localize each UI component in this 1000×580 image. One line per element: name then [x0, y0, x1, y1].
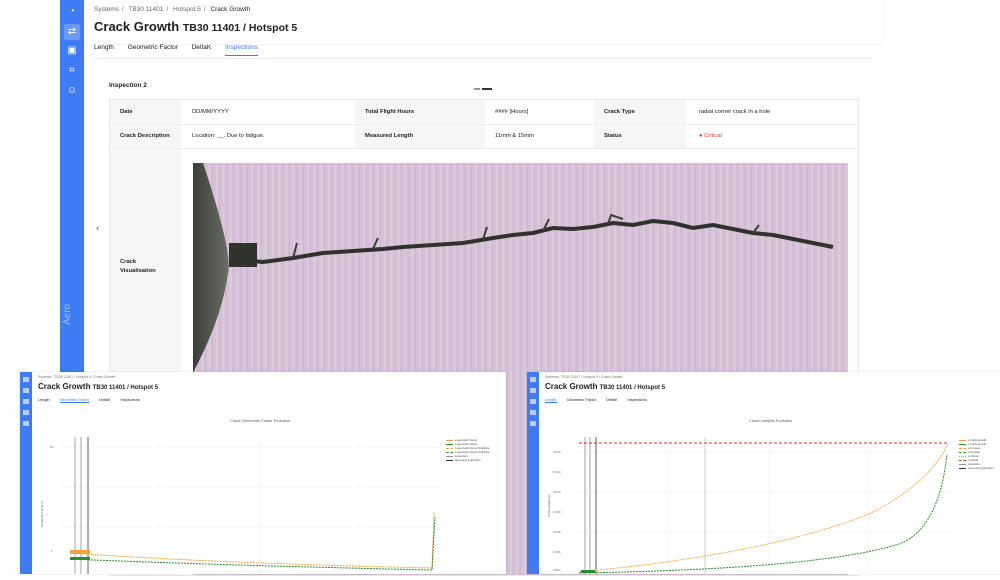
- tab-inspections[interactable]: Inspections: [225, 44, 258, 56]
- breadcrumb: Systems / TB30 11401 / Hotspot 5 / Crack…: [545, 375, 623, 379]
- tab-deltak[interactable]: DeltaK: [606, 398, 618, 402]
- tab-bar: Length Geometric Factor DeltaK Inspectio…: [94, 44, 270, 56]
- breadcrumb: Systems / TB30 11401/ Hotspot 5/ Crack Gr…: [94, 6, 251, 13]
- status-label: Status: [604, 133, 622, 139]
- tab-length[interactable]: Length: [94, 44, 114, 51]
- tab-geometric-factor[interactable]: Geometric Factor: [566, 398, 597, 402]
- table-row: Crack Description Location: __. Due to f…: [110, 124, 858, 149]
- y-tick: 0.014: [553, 470, 561, 474]
- chart-title: Crack Lengths Evolution: [749, 418, 793, 423]
- legend-item: c geometric factor limit/slice: [446, 450, 490, 454]
- dashboard-icon[interactable]: ◔: [68, 6, 76, 17]
- y-tick: 0.016: [553, 450, 561, 454]
- sidebar-rail: [527, 372, 539, 574]
- user-icon[interactable]: ☺: [66, 85, 78, 96]
- length-window: Systems / TB30 11401 / Hotspot 5 / Crack…: [527, 372, 1000, 574]
- chevron-left-icon[interactable]: ‹: [96, 223, 100, 234]
- crack-type-value: radial corner crack in a hole: [699, 109, 771, 115]
- flight-hours-value: #### [Hours]: [495, 109, 529, 115]
- inspection-title: Inspection 2: [109, 82, 147, 89]
- legend-item: inspection: [446, 454, 490, 458]
- status-badge: ● Critical: [699, 133, 722, 139]
- breadcrumb: Systems / TB30 11401 / Hotspot 5 / Crack…: [38, 375, 116, 379]
- tab-geometric-factor[interactable]: Geometric Factor: [59, 398, 90, 403]
- page-header: Systems / TB30 11401/ Hotspot 5/ Crack Gr…: [84, 0, 883, 44]
- tab-length[interactable]: Length: [38, 398, 50, 402]
- legend-item: c crack growth: [959, 442, 994, 446]
- tab-inspections[interactable]: Inspections: [627, 398, 647, 402]
- chart-legend: a geometric factor c geometric factor a …: [446, 438, 490, 462]
- breadcrumb-item[interactable]: TB30 11401: [128, 6, 164, 13]
- crack-length-chart: [569, 437, 949, 574]
- y-tick: 1: [51, 549, 53, 553]
- legend-item: c critical: [959, 458, 994, 462]
- measured-length-label: Measured Length: [365, 133, 413, 139]
- legend-item: c geometric factor: [446, 442, 490, 446]
- geometric-factor-window: Systems / TB30 11401 / Hotspot 5 / Crack…: [20, 372, 506, 574]
- legend-item: a fit mean: [959, 446, 994, 450]
- y-tick: 0.006: [553, 550, 561, 554]
- crack-visualisation-label: Crack Visualisation: [120, 259, 156, 274]
- tab-deltak[interactable]: DeltaK: [99, 398, 111, 402]
- y-tick: 0.004: [553, 568, 561, 572]
- page-title: Crack Growth TB30 11401 / Hotspot 5: [94, 19, 298, 34]
- y-axis-label: Crack Length [m]: [547, 494, 551, 517]
- legend-item: c fit mean: [959, 450, 994, 454]
- crack-type-label: Crack Type: [604, 109, 635, 115]
- legend-item: upcoming inspection: [446, 458, 490, 462]
- systems-icon[interactable]: ⇄: [64, 24, 80, 40]
- tab-geometric-factor[interactable]: Geometric Factor: [127, 44, 178, 51]
- breadcrumb-current: Crack Growth: [210, 6, 251, 13]
- breadcrumb-item[interactable]: Systems: [94, 6, 119, 13]
- legend-item: a geometric factor: [446, 438, 490, 442]
- y-tick: 0.012: [553, 490, 561, 494]
- chart-title: Crack Geometric Factor Evolution: [230, 418, 291, 423]
- y-axis-label: Geometry Factor [-]: [40, 500, 44, 527]
- page-subtitle: TB30 11401 / Hotspot 5: [182, 22, 298, 34]
- y-tick: 0.008: [553, 530, 561, 534]
- breadcrumb-item[interactable]: Hotspot 5: [173, 6, 201, 13]
- legend-item: a crack growth: [959, 438, 994, 442]
- tab-bar: Length Geometric Factor DeltaK Inspectio…: [38, 398, 149, 403]
- flight-hours-label: Total Flight Hours: [365, 109, 415, 115]
- crop-icon[interactable]: ⌗: [69, 65, 75, 76]
- crack-description-value: Location: __. Due to fatigue.: [192, 133, 265, 139]
- chart-legend: a crack growth c crack growth a fit mean…: [959, 438, 994, 470]
- date-label: Date: [120, 109, 133, 115]
- tab-divider: [94, 58, 872, 59]
- carousel-indicator[interactable]: [474, 80, 494, 98]
- tab-bar: Length Geometric Factor DeltaK Inspectio…: [545, 398, 656, 403]
- table-row: Date DD/MM/YYYY Total Flight Hours #### …: [110, 100, 858, 125]
- page-title: Crack Growth TB30 11401 / Hotspot 5: [38, 382, 159, 391]
- page-title: Crack Growth TB30 11401 / Hotspot 5: [545, 382, 666, 391]
- legend-item: upcoming inspection: [959, 466, 994, 470]
- crack-drawing: [193, 163, 834, 373]
- brand-label: Aero: [62, 303, 73, 325]
- measured-length-value: 11mm & 15mm: [495, 133, 534, 139]
- tab-length[interactable]: Length: [545, 398, 557, 403]
- tab-inspections[interactable]: Inspections: [120, 398, 140, 402]
- legend-item: a geometric factor limit/slice: [446, 446, 490, 450]
- tab-deltak[interactable]: DeltaK: [191, 44, 212, 51]
- sidebar-rail: [20, 372, 32, 574]
- legend-item: inspection: [959, 462, 994, 466]
- legend-item: a critical: [959, 454, 994, 458]
- y-tick: 10: [50, 445, 54, 449]
- crack-description-label: Crack Description: [120, 133, 170, 139]
- geometric-factor-chart: [60, 437, 440, 574]
- y-tick: 0.010: [553, 510, 561, 514]
- reports-icon[interactable]: ▣: [67, 45, 77, 56]
- date-value: DD/MM/YYYY: [192, 109, 229, 115]
